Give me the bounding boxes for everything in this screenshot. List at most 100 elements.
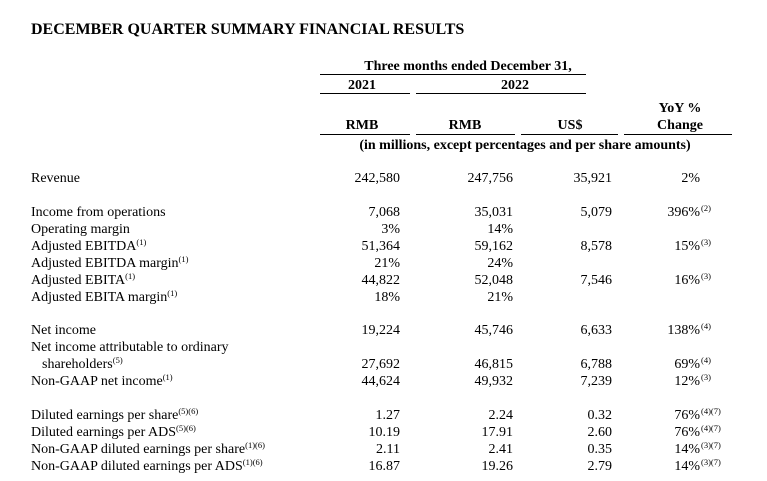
cell-value: 44,822 xyxy=(362,273,401,288)
cell-value: 10.19 xyxy=(369,425,401,440)
cell-value: 44,624 xyxy=(362,374,401,389)
footnote-ref: (3) xyxy=(701,372,711,382)
footnote-ref: (1) xyxy=(163,372,173,382)
row-label-text: Adjusted EBITA xyxy=(31,273,126,288)
cell-value: 7,546 xyxy=(581,273,613,288)
cell-value: 2.11 xyxy=(376,442,400,457)
cell-value: 19.26 xyxy=(482,459,514,474)
cell-value: 7,239 xyxy=(581,374,613,389)
footnote-ref: (4) xyxy=(701,355,711,365)
row-label-text: Diluted earnings per ADS xyxy=(31,425,176,440)
yoy-notes: (3)(7) xyxy=(701,457,721,467)
cell-value: 19,224 xyxy=(362,323,401,338)
row-label-text: Net income xyxy=(31,323,96,338)
yoy-notes: (4)(7) xyxy=(701,406,721,416)
row-label-text: Adjusted EBITA margin xyxy=(31,290,167,305)
cell-value: 24% xyxy=(487,256,513,271)
row-label: Adjusted EBITDA margin(1) xyxy=(31,254,189,271)
cell-value: 49,932 xyxy=(475,374,514,389)
cell-value: 14% xyxy=(487,222,513,237)
row-label-text: Revenue xyxy=(31,171,80,186)
row-label: Operating margin xyxy=(31,222,130,237)
cell-value: 27,692 xyxy=(362,357,401,372)
row-label: Non-GAAP diluted earnings per share(1)(6… xyxy=(31,440,265,457)
footnote-ref: (3) xyxy=(701,440,711,450)
cell-value: 2.24 xyxy=(489,408,514,423)
yoy-value: 138% xyxy=(667,323,700,338)
yoy-value: 16% xyxy=(674,273,700,288)
cell-value: 2.41 xyxy=(489,442,514,457)
footnote-ref: (1) xyxy=(167,288,177,298)
yoy-header: Change xyxy=(657,118,703,133)
row-label-text: Adjusted EBITDA xyxy=(31,239,137,254)
yoy-header: YoY % xyxy=(659,101,702,116)
yoy-value: 76% xyxy=(674,425,700,440)
cell-value: 35,921 xyxy=(574,171,613,186)
row-label-text: Income from operations xyxy=(31,205,166,220)
footnote-ref: (5) xyxy=(113,355,123,365)
currency-header: US$ xyxy=(558,118,583,133)
footnote-ref: (1) xyxy=(179,254,189,264)
yoy-value: 69% xyxy=(674,357,700,372)
yoy-value: 76% xyxy=(674,408,700,423)
yoy-value: 15% xyxy=(674,239,700,254)
row-label: Diluted earnings per share(5)(6) xyxy=(31,406,198,423)
row-label: Revenue xyxy=(31,171,80,186)
page-title: DECEMBER QUARTER SUMMARY FINANCIAL RESUL… xyxy=(31,21,464,38)
footnote-ref: (2) xyxy=(701,203,711,213)
yoy-value: 396% xyxy=(667,205,700,220)
cell-value: 17.91 xyxy=(482,425,514,440)
cell-value: 21% xyxy=(487,290,513,305)
cell-value: 242,580 xyxy=(355,171,401,186)
row-label-text: Non-GAAP diluted earnings per ADS xyxy=(31,459,243,474)
cell-value: 51,364 xyxy=(362,239,401,254)
cell-value: 2.60 xyxy=(588,425,613,440)
footnote-ref: (3) xyxy=(701,237,711,247)
footnote-ref: (1) xyxy=(125,271,135,281)
footnote-ref: (7) xyxy=(711,406,721,416)
cell-value: 18% xyxy=(374,290,400,305)
cell-value: 45,746 xyxy=(475,323,514,338)
row-label: Non-GAAP diluted earnings per ADS(1)(6) xyxy=(31,457,263,474)
cell-value: 59,162 xyxy=(475,239,514,254)
row-label: Adjusted EBITDA(1) xyxy=(31,237,146,254)
footnote-ref: (1) xyxy=(136,237,146,247)
yoy-notes: (4) xyxy=(701,355,711,365)
footnote-ref: (1) xyxy=(243,457,253,467)
cell-value: 16.87 xyxy=(369,459,401,474)
row-label-text: Operating margin xyxy=(31,222,130,237)
cell-value: 2.79 xyxy=(588,459,613,474)
cell-value: 7,068 xyxy=(369,205,401,220)
cell-value: 5,079 xyxy=(581,205,613,220)
row-label-text: Net income attributable to ordinary xyxy=(31,340,229,355)
footnote-ref: (4) xyxy=(701,321,711,331)
cell-value: 21% xyxy=(374,256,400,271)
yoy-value: 14% xyxy=(674,459,700,474)
yoy-notes: (4)(7) xyxy=(701,423,721,433)
cell-value: 247,756 xyxy=(468,171,514,186)
cell-value: 6,788 xyxy=(581,357,613,372)
footnote-ref: (1) xyxy=(245,440,255,450)
currency-header: RMB xyxy=(346,118,379,133)
period-header: Three months ended December 31, xyxy=(364,59,572,74)
row-label-text: Non-GAAP net income xyxy=(31,374,163,389)
footnote-ref: (3) xyxy=(701,271,711,281)
currency-header: RMB xyxy=(449,118,482,133)
yoy-notes: (3)(7) xyxy=(701,440,721,450)
row-label: shareholders(5) xyxy=(42,355,123,372)
footnote-ref: (6) xyxy=(255,440,265,450)
row-label-text: Non-GAAP diluted earnings per share xyxy=(31,442,245,457)
yoy-notes: (2) xyxy=(701,203,711,213)
cell-value: 8,578 xyxy=(581,239,613,254)
footnote-ref: (6) xyxy=(186,423,196,433)
row-label-text: Diluted earnings per share xyxy=(31,408,178,423)
row-label: Income from operations xyxy=(31,205,166,220)
footnote-ref: (4) xyxy=(701,406,711,416)
yoy-notes: (4) xyxy=(701,321,711,331)
cell-value: 52,048 xyxy=(475,273,514,288)
yoy-notes: (3) xyxy=(701,237,711,247)
cell-value: 3% xyxy=(381,222,400,237)
row-label: Net income attributable to ordinary xyxy=(31,340,229,355)
year-header: 2021 xyxy=(348,78,376,93)
row-label: Adjusted EBITA margin(1) xyxy=(31,288,177,305)
